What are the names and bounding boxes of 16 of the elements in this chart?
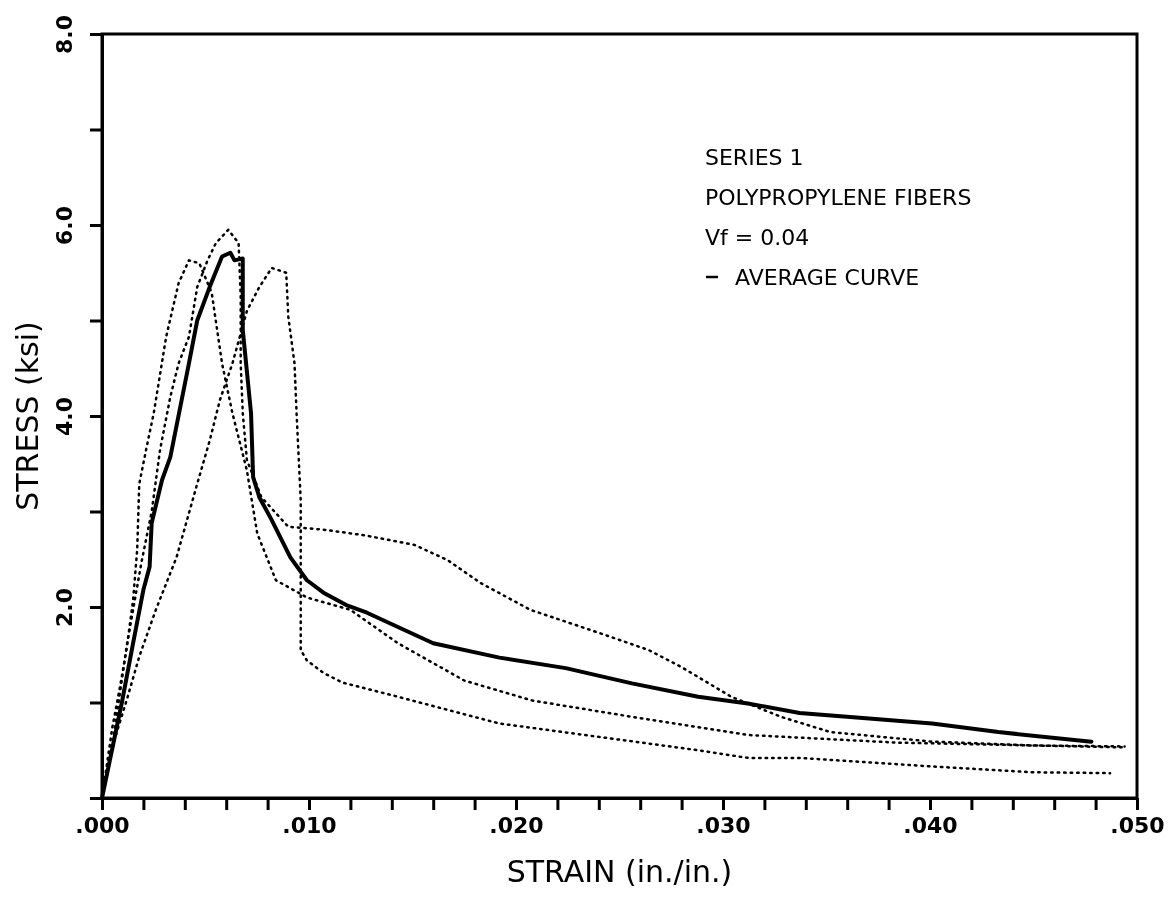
- x-tick-label: .020: [489, 812, 544, 838]
- y-axis-title: STRESS (ksi): [10, 321, 45, 511]
- y-tick-label: 6.0: [52, 206, 77, 245]
- y-tick-label: 8.0: [52, 15, 77, 54]
- x-tick-label: .010: [282, 812, 337, 838]
- x-tick-label: .030: [696, 812, 751, 838]
- x-axis-title: STRAIN (in./in.): [506, 854, 733, 889]
- legend-label: AVERAGE CURVE: [735, 265, 920, 290]
- annotation: SERIES 1: [705, 145, 804, 170]
- x-tick-label: .050: [1110, 812, 1165, 838]
- x-tick-label: .000: [75, 812, 130, 838]
- annotation: POLYPROPYLENE FIBERS: [705, 185, 972, 210]
- annotation: Vf = 0.04: [705, 225, 810, 250]
- x-tick-label: .040: [903, 812, 958, 838]
- y-tick-label: 4.0: [52, 397, 77, 436]
- y-tick-label: 2.0: [52, 588, 77, 627]
